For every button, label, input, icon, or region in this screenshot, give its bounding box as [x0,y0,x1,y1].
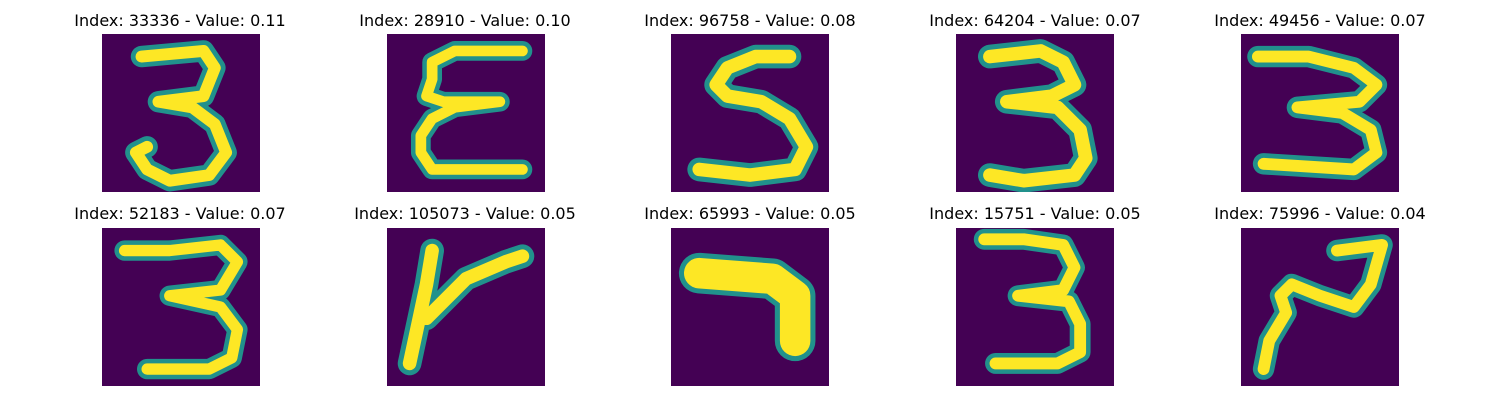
panel-title: Index: 28910 - Value: 0.10 [359,11,571,30]
digit-image-4-like [387,228,545,386]
digit-image-5 [671,34,829,192]
panel-title: Index: 105073 - Value: 0.05 [354,204,576,223]
panel-title: Index: 65993 - Value: 0.05 [644,204,856,223]
digit-image-3 [102,34,260,192]
panel-title: Index: 52183 - Value: 0.07 [74,204,286,223]
panel-title: Index: 75996 - Value: 0.04 [1214,204,1426,223]
panel-title: Index: 96758 - Value: 0.08 [644,11,856,30]
panel-title: Index: 64204 - Value: 0.07 [929,11,1141,30]
digit-image-3-reversed [387,34,545,192]
panel-title: Index: 15751 - Value: 0.05 [929,204,1141,223]
digit-image-2-like [1241,228,1399,386]
digit-image-7-like [671,228,829,386]
panel-title: Index: 33336 - Value: 0.11 [74,11,286,30]
digit-image-3 [102,228,260,386]
digit-image-3 [1241,34,1399,192]
panel-title: Index: 49456 - Value: 0.07 [1214,11,1426,30]
digit-image-3 [956,228,1114,386]
digit-image-3 [956,34,1114,192]
